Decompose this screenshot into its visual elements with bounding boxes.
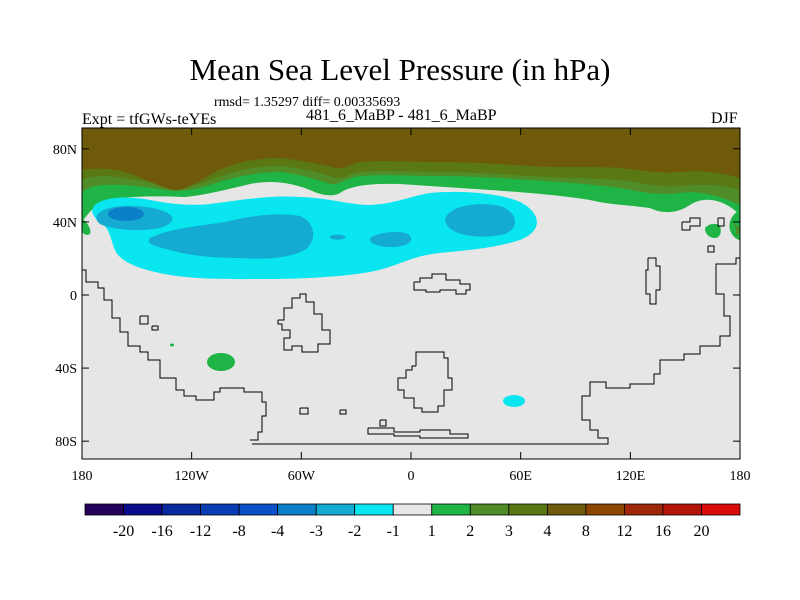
colorbar-swatch [431, 503, 471, 516]
colorbar-label: -8 [232, 523, 245, 540]
field-green-patch-south-pacific [207, 353, 235, 371]
colorbar-label: -1 [387, 523, 400, 540]
plot-title: Mean Sea Level Pressure (in hPa) [189, 52, 611, 87]
field-light-blue-eurasia [445, 204, 516, 237]
colorbar-swatch [508, 503, 548, 516]
field-light-blue-atlantic [369, 231, 412, 248]
field-light-blue-dot [330, 234, 346, 240]
colorbar: -20 -16 -12 -8 -4 -3 -2 -1 1 2 3 4 8 12 16 20 [84, 503, 741, 540]
lon-label: 180 [730, 469, 751, 484]
lat-label: 40S [55, 362, 77, 377]
colorbar-swatch [200, 503, 240, 516]
colorbar-label: -16 [151, 523, 172, 540]
colorbar-swatch [392, 503, 433, 516]
field-light-blue-pacific-central [148, 214, 314, 259]
colorbar-swatch [469, 503, 510, 516]
lon-label: 0 [408, 469, 415, 484]
colorbar-swatch [315, 503, 356, 516]
colorbar-label: 1 [428, 523, 436, 540]
colorbar-label: 2 [466, 523, 474, 540]
season-label: DJF [711, 110, 738, 127]
colorbar-swatch [585, 503, 625, 516]
longitude-axis: 180 120W 60W 0 60E 120E 180 [71, 128, 751, 484]
field-cyan-band [92, 191, 537, 280]
field-green-patch-ne [705, 223, 721, 238]
lon-label: 120W [175, 469, 210, 484]
colorbar-swatch [354, 503, 394, 516]
lat-label: 40N [53, 216, 77, 231]
latitude-axis: 80N 40N 0 40S 80S [53, 143, 740, 450]
experiment-label: Expt = tfGWs-teYEs [82, 111, 217, 128]
colorbar-label: 20 [693, 523, 709, 540]
field-olive-patch-east [733, 222, 740, 236]
lon-label: 120E [616, 469, 646, 484]
colorbar-swatch [662, 503, 702, 516]
field-blue-core [108, 207, 144, 221]
colorbar-label: -12 [190, 523, 211, 540]
colorbar-swatch [84, 503, 124, 516]
colorbar-label: 4 [543, 523, 551, 540]
colorbar-swatch [546, 503, 587, 516]
lon-label: 60E [509, 469, 532, 484]
colorbar-swatch [123, 503, 163, 516]
colorbar-label: 3 [505, 523, 513, 540]
colorbar-swatch [277, 503, 317, 516]
colorbar-swatch [701, 503, 741, 516]
lat-label: 80S [55, 435, 77, 450]
field-cyan-patch-south [503, 395, 525, 407]
colorbar-label: -2 [348, 523, 361, 540]
field-brown-band [82, 128, 740, 190]
field-green-dot [170, 343, 174, 347]
colorbar-swatch [624, 503, 664, 516]
coastlines [82, 217, 740, 445]
lat-label: 0 [70, 289, 77, 304]
lon-label: 180 [71, 469, 92, 484]
colorbar-label: -4 [271, 523, 284, 540]
lat-label: 80N [53, 143, 77, 158]
lon-label: 60W [288, 469, 316, 484]
colorbar-swatch [161, 503, 201, 516]
subtitle-label: 481_6_MaBP - 481_6_MaBP [306, 107, 497, 124]
colorbar-label: -20 [113, 523, 134, 540]
map-field [82, 128, 740, 459]
stats-text: rmsd= 1.35297 diff= 0.00335693 [214, 95, 401, 110]
colorbar-label: 16 [655, 523, 671, 540]
colorbar-label: 12 [616, 523, 632, 540]
colorbar-label: 8 [582, 523, 590, 540]
colorbar-label: -3 [310, 523, 323, 540]
colorbar-swatch [238, 503, 279, 516]
